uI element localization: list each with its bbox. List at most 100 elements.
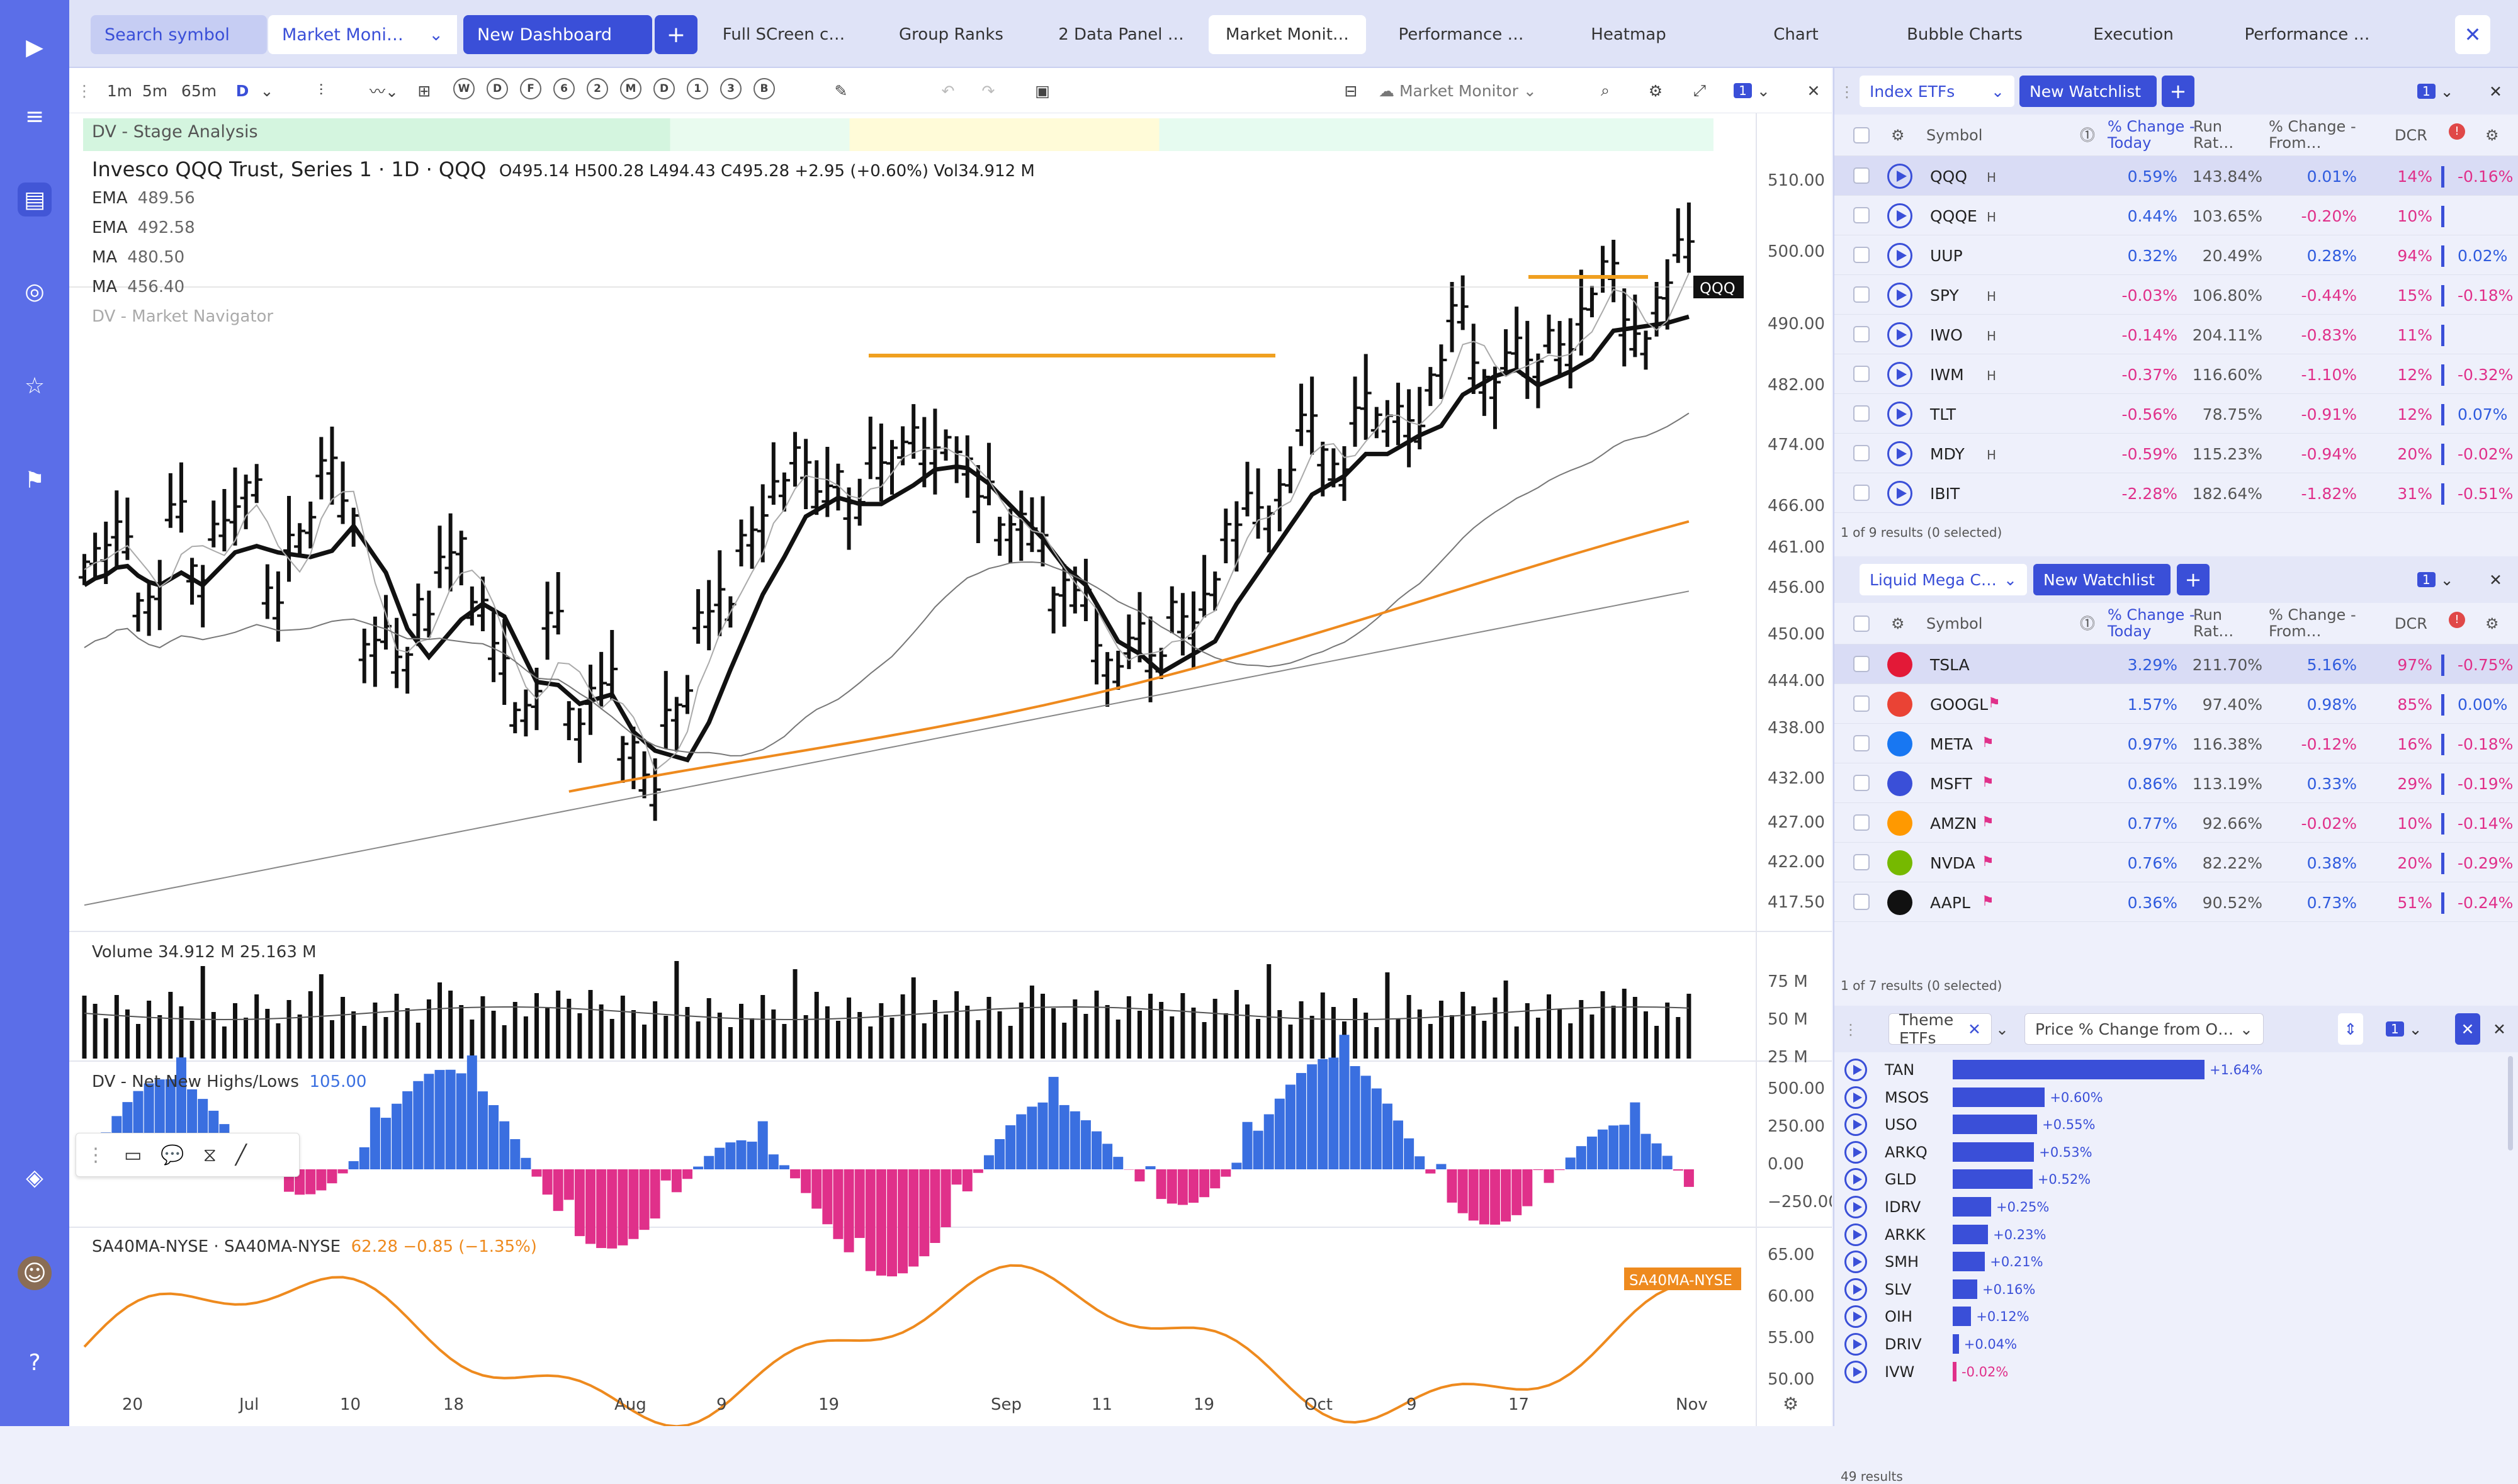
theme-row[interactable]: ARKQ +0.53% — [1834, 1138, 2518, 1166]
row-symbol[interactable]: GOOGL — [1930, 695, 1989, 714]
row-symbol[interactable]: TLT — [1930, 405, 1956, 424]
play-icon[interactable] — [1887, 362, 1912, 387]
period-button-10[interactable]: B — [754, 78, 775, 99]
theme-row[interactable]: DRIV +0.04% — [1834, 1330, 2518, 1358]
theme-symbol[interactable]: USO — [1885, 1116, 1917, 1134]
play-icon[interactable] — [1844, 1360, 1867, 1383]
sort-icon[interactable]: ⇕ — [2338, 1013, 2363, 1045]
row-checkbox[interactable] — [1853, 814, 1870, 831]
row-checkbox[interactable] — [1853, 485, 1870, 501]
redo-icon[interactable]: ↷ — [981, 81, 995, 100]
theme-row[interactable]: TAN +1.64% — [1834, 1056, 2518, 1083]
header-change-today[interactable]: % Change - Today — [2108, 606, 2195, 640]
dashboard-select[interactable]: Market Moni… ⌄ — [268, 15, 457, 54]
flag-icon[interactable]: ⚑ — [1988, 695, 2001, 711]
period-button-6[interactable]: M — [620, 78, 641, 99]
star-icon[interactable]: ☆ — [24, 373, 45, 399]
close-chart-icon[interactable]: ✕ — [1807, 81, 1821, 100]
education-icon[interactable]: ◈ — [26, 1164, 43, 1191]
watchlist2-link[interactable]: 1 ⌄ — [2417, 564, 2461, 595]
row-symbol[interactable]: IWO — [1930, 326, 1963, 344]
tab-4[interactable]: Market Monit… — [1209, 15, 1366, 54]
table-row[interactable]: MDY H -0.59% 115.23% -0.94% 20% -0.02% — [1834, 434, 2518, 473]
chart-panel[interactable]: 510.00 500.00 490.00 482.00 474.00 466.00 461.… — [69, 113, 1832, 1426]
theme-symbol[interactable]: IDRV — [1885, 1198, 1921, 1216]
tab-7[interactable]: Chart — [1717, 15, 1875, 54]
theme-symbol[interactable]: TAN — [1885, 1061, 1915, 1079]
watchlist2-close-icon[interactable]: ✕ — [2489, 570, 2502, 589]
play-icon[interactable] — [1844, 1278, 1867, 1301]
period-button-4[interactable]: 6 — [553, 78, 575, 99]
table-row[interactable]: QQQ H 0.59% 143.84% 0.01% 14% -0.16% — [1834, 156, 2518, 196]
row-symbol[interactable]: NVDA — [1930, 854, 1975, 872]
table-row[interactable]: IBIT -2.28% 182.64% -1.82% 31% -0.51% — [1834, 473, 2518, 513]
layout-select[interactable]: ☁ Market Monitor ⌄ — [1379, 81, 1537, 100]
select-all-checkbox[interactable] — [1853, 616, 1870, 632]
row-symbol[interactable]: AAPL — [1930, 894, 1970, 912]
row-symbol[interactable]: UUP — [1930, 247, 1963, 265]
row-checkbox[interactable] — [1853, 894, 1870, 910]
themes-x-icon[interactable]: ✕ — [2455, 1013, 2480, 1045]
row-checkbox[interactable] — [1853, 207, 1870, 223]
flag-icon[interactable]: ⚑ — [1982, 814, 1994, 830]
tab-10[interactable]: Performance … — [2228, 15, 2386, 54]
play-icon[interactable] — [1887, 243, 1912, 268]
drag-handle-icon[interactable]: ⋮ — [1839, 83, 1855, 101]
trendline-tool-icon[interactable]: ╱ — [235, 1144, 247, 1166]
interval-65m[interactable]: 65m — [181, 78, 217, 103]
measure-tool-icon[interactable]: ⧖ — [203, 1144, 217, 1166]
header-run-rate[interactable]: Run Rat… — [2193, 118, 2234, 152]
search-symbol-button[interactable]: Search symbol — [91, 15, 267, 54]
row-symbol[interactable]: QQQ — [1930, 167, 1968, 186]
watchlist2-new-button[interactable]: New Watchlist — [2033, 564, 2171, 595]
theme-row[interactable]: GLD +0.52% — [1834, 1166, 2518, 1193]
fullscreen-icon[interactable]: ⤢ — [1693, 81, 1706, 99]
table-row[interactable]: IWO H -0.14% 204.11% -0.83% 11% — [1834, 315, 2518, 354]
row-checkbox[interactable] — [1853, 247, 1870, 263]
period-button-1[interactable]: W — [453, 78, 475, 99]
theme-symbol[interactable]: OIH — [1885, 1308, 1913, 1326]
header-symbol[interactable]: Symbol — [1926, 126, 1983, 144]
theme-row[interactable]: OIH +0.12% — [1834, 1303, 2518, 1330]
table-row[interactable]: QQQE H 0.44% 103.65% -0.20% 10% — [1834, 196, 2518, 235]
row-symbol[interactable]: IBIT — [1930, 485, 1960, 503]
row-checkbox[interactable] — [1853, 695, 1870, 712]
interval-1m[interactable]: 1m — [107, 78, 132, 103]
comment-tool-icon[interactable]: 💬 — [161, 1144, 184, 1166]
row-checkbox[interactable] — [1853, 326, 1870, 342]
watchlist2-add-button[interactable]: + — [2177, 564, 2210, 595]
theme-list-select[interactable]: Theme ETFs ✕ — [1888, 1011, 1992, 1047]
table-row[interactable]: UUP 0.32% 20.49% 0.28% 94% 0.02% — [1834, 235, 2518, 275]
period-button-8[interactable]: 1 — [687, 78, 708, 99]
theme-row[interactable]: IDRV +0.25% — [1834, 1193, 2518, 1220]
theme-row[interactable]: SLV +0.16% — [1834, 1276, 2518, 1303]
watchlist2-select[interactable]: Liquid Mega C… ⌄ — [1860, 564, 2027, 595]
table-row[interactable]: MSFT ⚑ 0.86% 113.19% 0.33% 29% -0.19% — [1834, 763, 2518, 803]
header-change-from[interactable]: % Change - From… — [2269, 606, 2356, 640]
close-icon[interactable]: ✕ — [2455, 15, 2490, 54]
drag-handle-icon[interactable]: ⋮ — [86, 1144, 105, 1166]
avatar[interactable]: ☺ — [18, 1256, 52, 1290]
play-icon[interactable] — [1844, 1223, 1867, 1246]
interval-5m[interactable]: 5m — [142, 78, 167, 103]
row-symbol[interactable]: SPY — [1930, 286, 1959, 305]
templates-icon[interactable]: ⊞ — [417, 81, 431, 100]
theme-symbol[interactable]: SMH — [1885, 1253, 1919, 1271]
flag-icon[interactable]: ⚑ — [1982, 854, 1994, 870]
play-icon[interactable] — [1844, 1059, 1867, 1081]
settings-icon[interactable]: ⚙ — [1648, 81, 1663, 100]
themes-close-icon[interactable]: ✕ — [2493, 1020, 2506, 1038]
theme-symbol[interactable]: GLD — [1885, 1171, 1917, 1189]
drag-handle-icon[interactable]: ⋮ — [1843, 1021, 1858, 1038]
tab-5[interactable]: Performance … — [1382, 15, 1540, 54]
theme-symbol[interactable]: ARKQ — [1885, 1143, 1928, 1161]
logo-icon[interactable]: ▶ — [26, 34, 43, 60]
layout-icon[interactable]: ⊟ — [1344, 81, 1358, 100]
theme-row[interactable]: MSOS +0.60% — [1834, 1084, 2518, 1111]
table-row[interactable]: GOOGL ⚑ 1.57% 97.40% 0.98% 85% 0.00% — [1834, 684, 2518, 724]
theme-row[interactable]: USO +0.55% — [1834, 1111, 2518, 1138]
rectangle-tool-icon[interactable]: ▭ — [124, 1144, 142, 1166]
header-change-today[interactable]: % Change - Today — [2108, 118, 2195, 152]
column-settings-icon[interactable]: ⚙ — [1891, 615, 1905, 632]
radar-icon[interactable]: ◎ — [25, 278, 45, 305]
